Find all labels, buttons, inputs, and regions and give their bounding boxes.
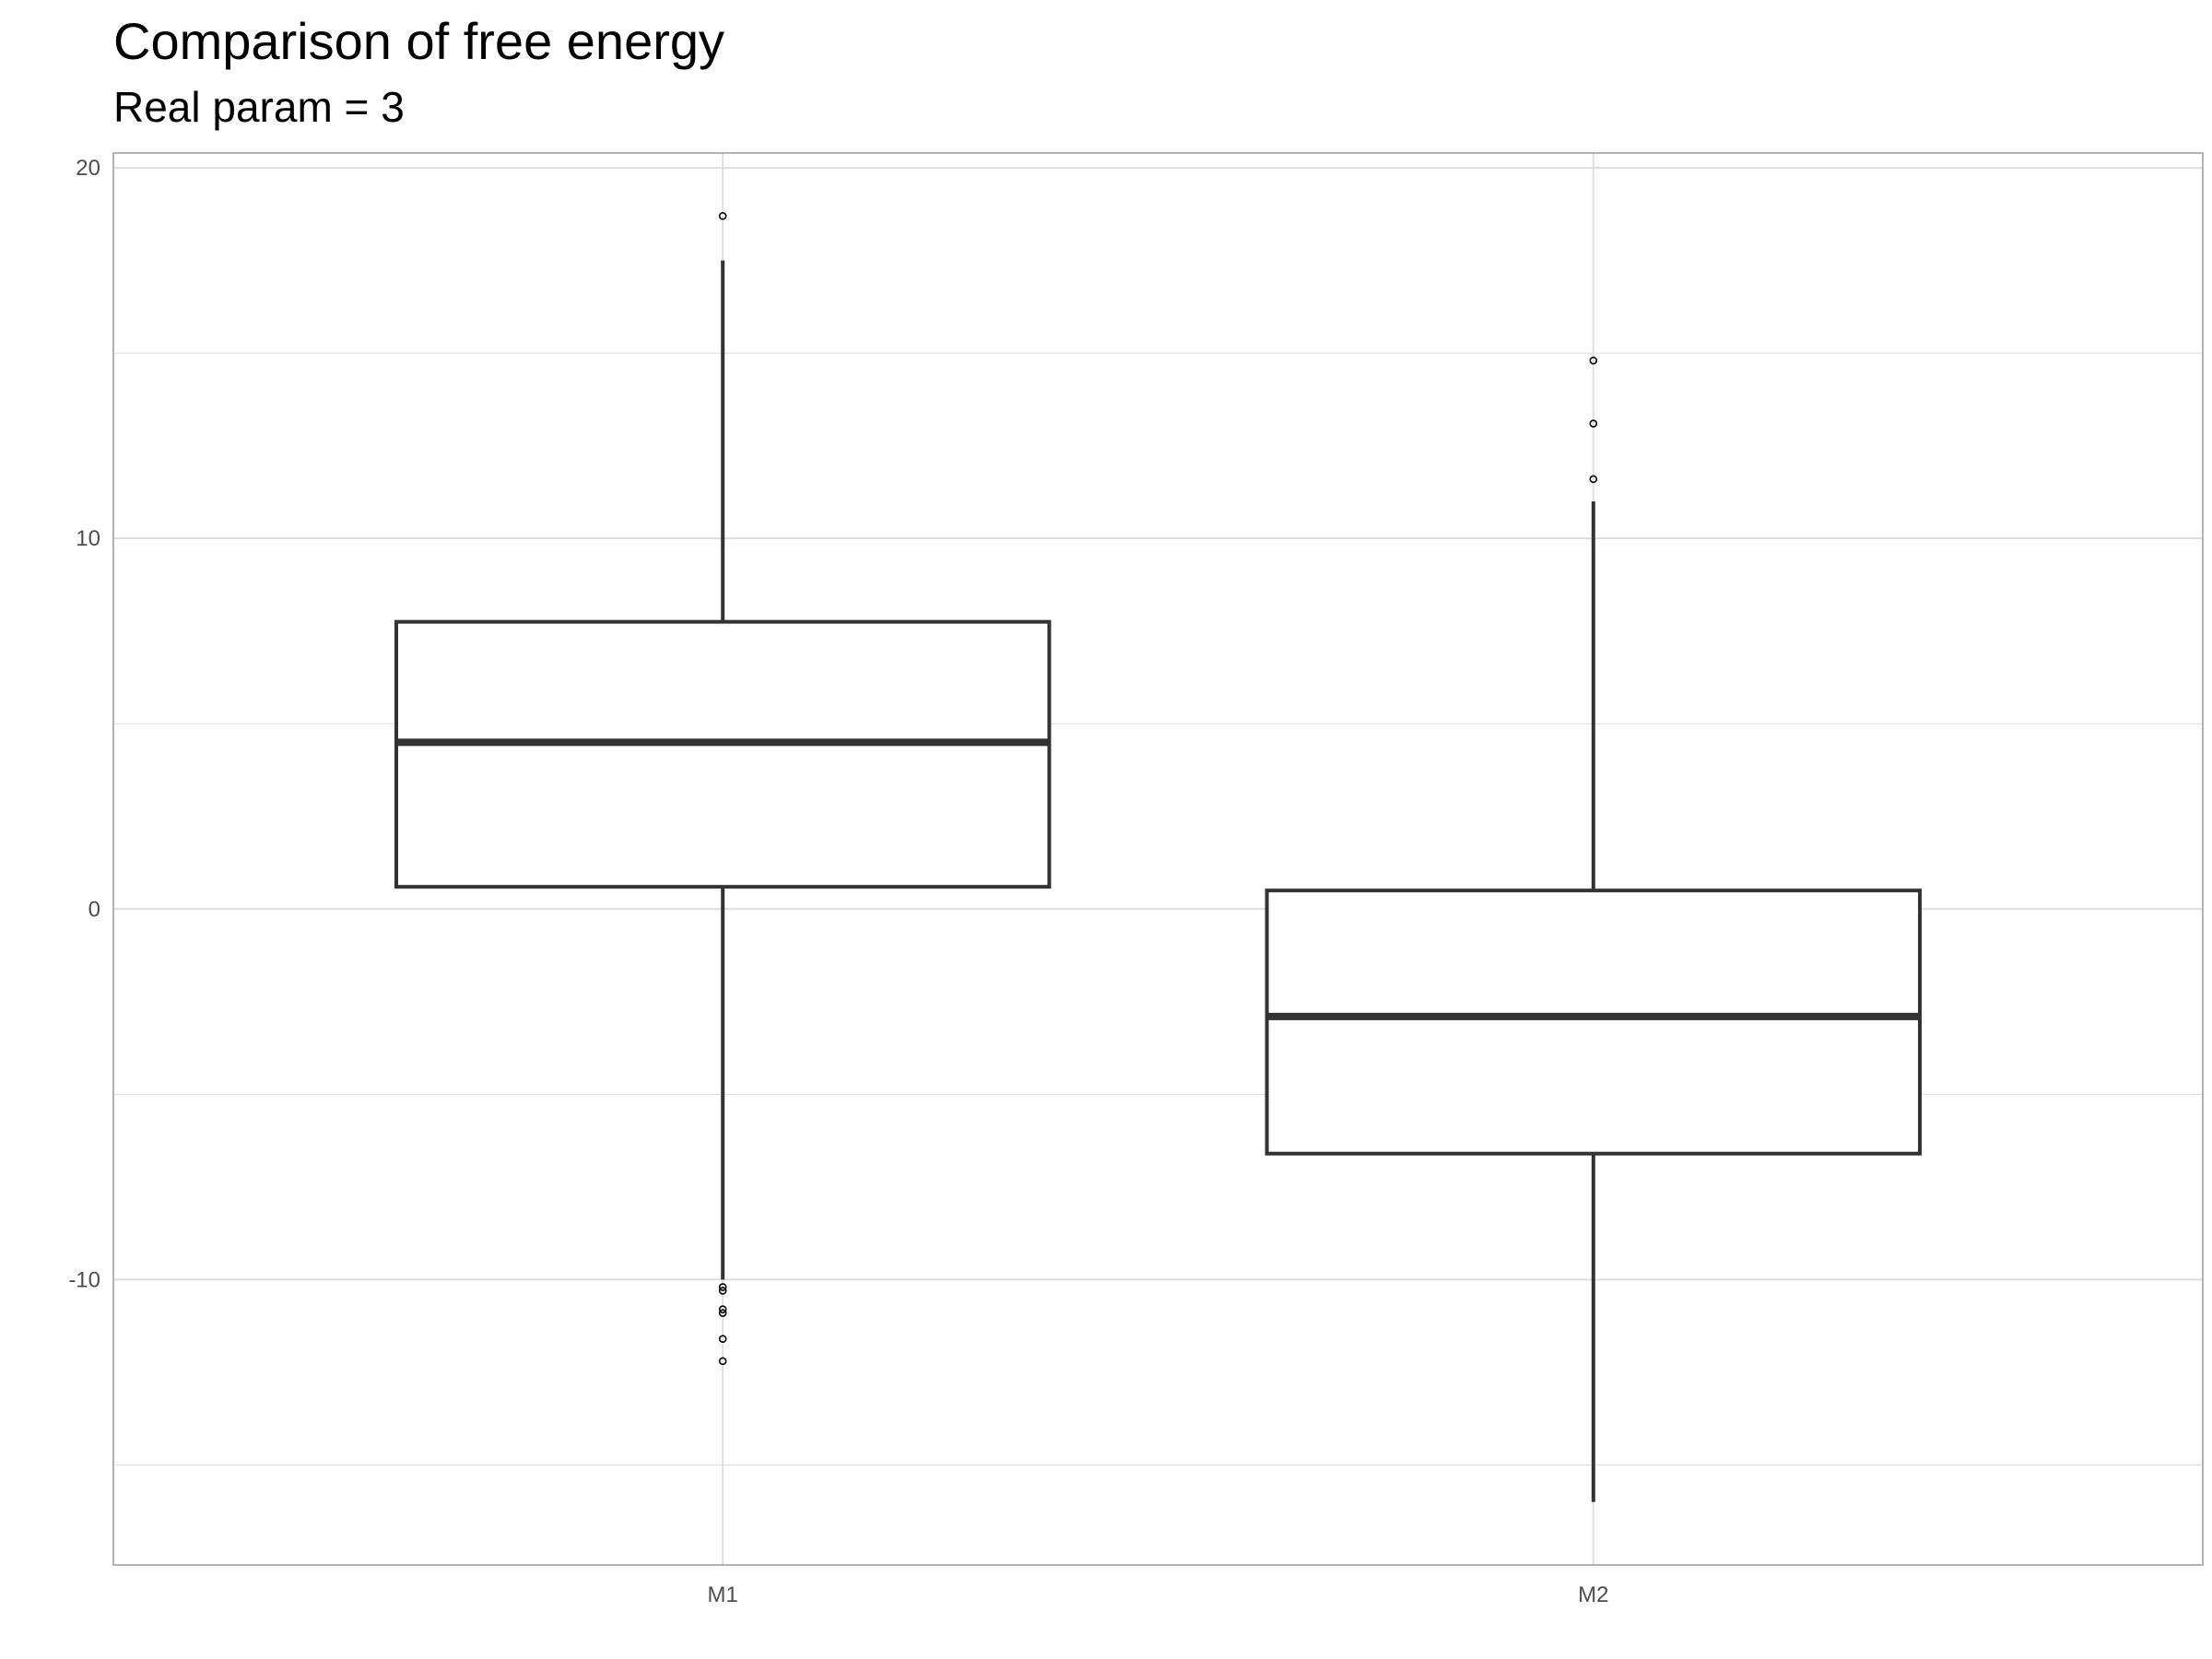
axis-ticks: -10 0 10 20 M1 M2 [68, 156, 1608, 1607]
y-tick-label: 10 [76, 526, 100, 551]
y-tick-label: -10 [68, 1267, 100, 1292]
y-tick-label: 20 [76, 156, 100, 181]
panel-border [112, 152, 2204, 1566]
outlier-point-m1 [718, 1309, 727, 1317]
box-layer [394, 212, 1923, 1502]
chart-subtitle: Real param = 3 [113, 83, 405, 131]
outlier-point-m1 [718, 1335, 727, 1344]
outlier-point-m2 [1589, 475, 1598, 484]
box-m1 [394, 212, 1052, 1366]
outlier-point-m1 [718, 1287, 727, 1295]
outlier-point-m1 [718, 212, 727, 220]
outlier-point-m2 [1589, 356, 1598, 365]
chart-title: Comparison of free energy [113, 12, 724, 70]
y-tick-label: 0 [88, 897, 100, 922]
outlier-point-m1 [718, 1305, 727, 1313]
box-m2 [1265, 356, 1923, 1502]
x-tick-label-m1: M1 [708, 1583, 738, 1607]
x-tick-label-m2: M2 [1578, 1583, 1608, 1607]
outlier-point-m1 [718, 1357, 727, 1366]
outlier-point-m2 [1589, 419, 1598, 428]
iqr-box-m2 [1265, 888, 1923, 1156]
outlier-point-m1 [718, 1283, 727, 1291]
iqr-box-m1 [394, 619, 1052, 889]
